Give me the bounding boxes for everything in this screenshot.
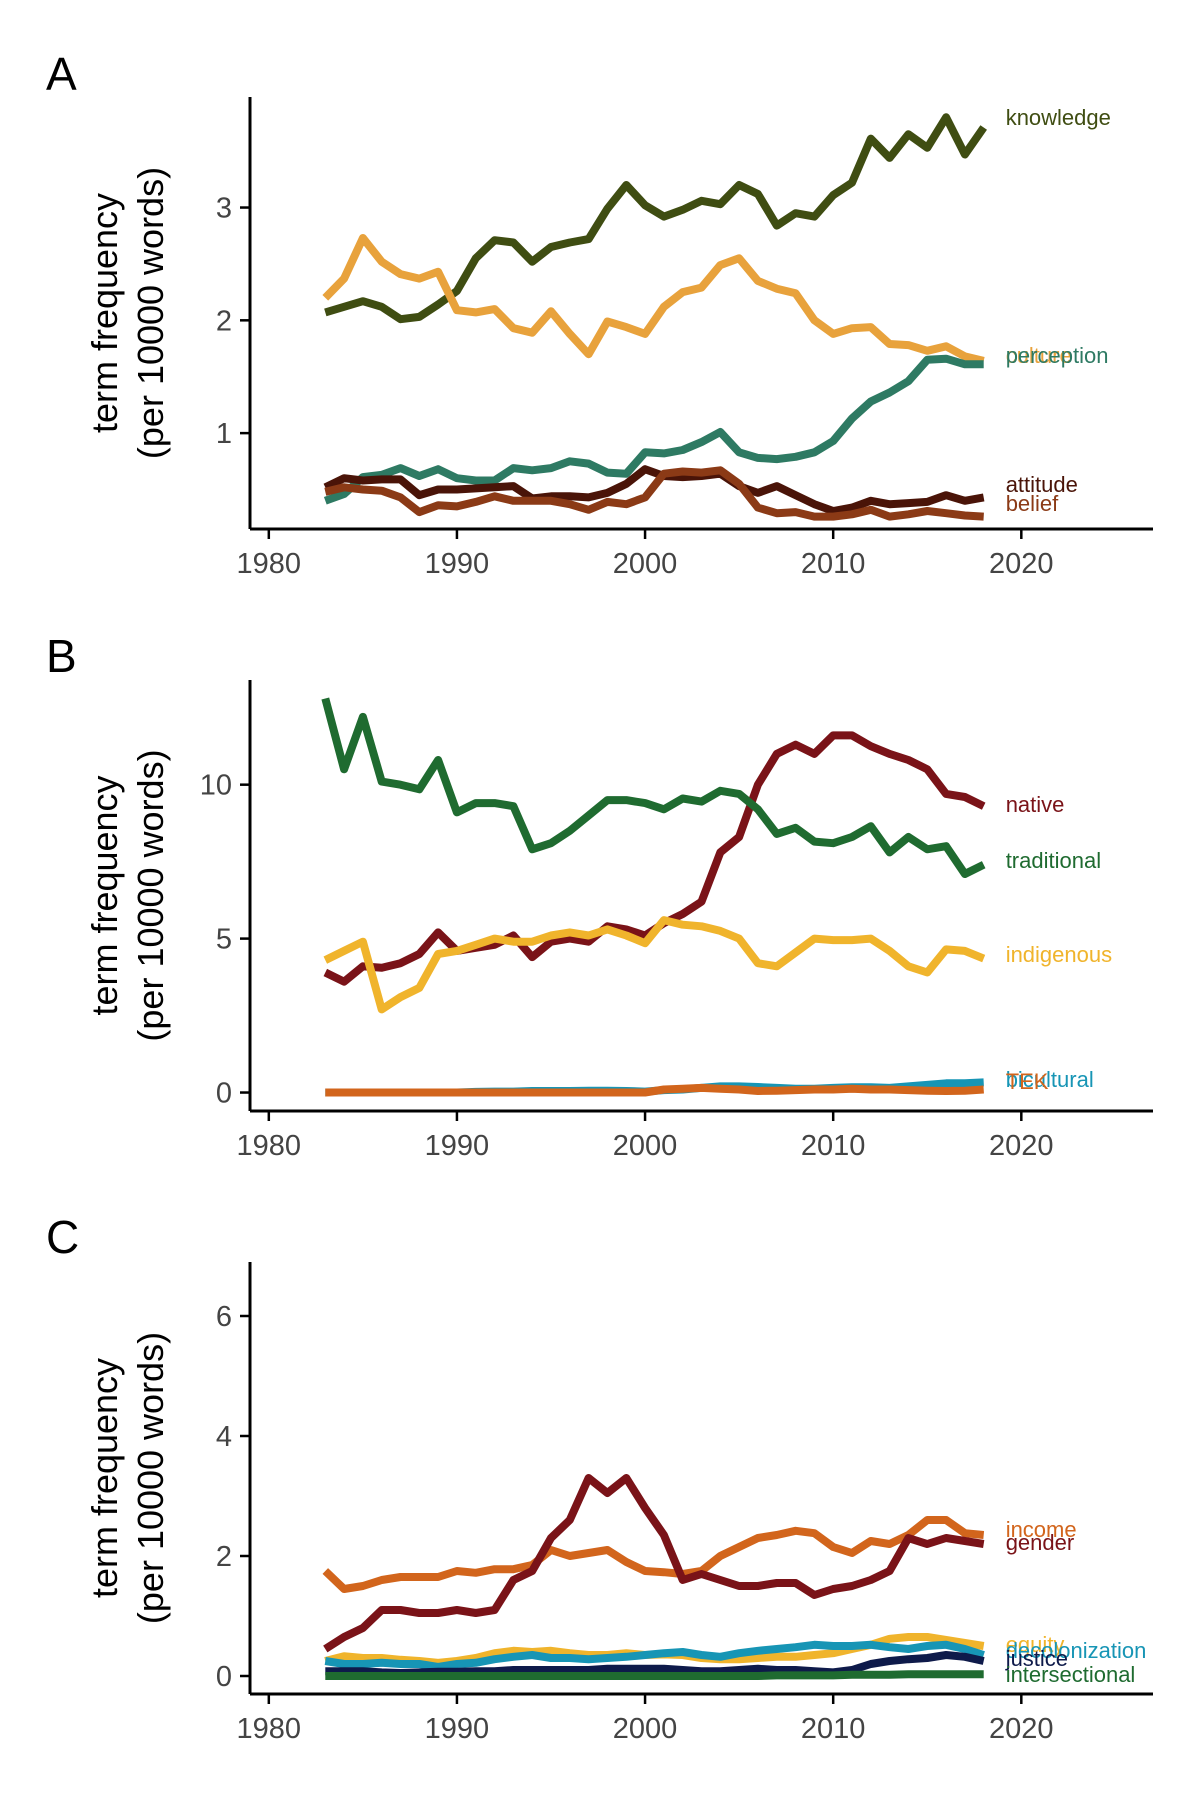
x-tick-label: 1990: [425, 1130, 490, 1162]
series-line-indigenous: [323, 916, 986, 1014]
series-label-bicultural: bicultural: [1006, 1067, 1094, 1092]
series-label-gender: gender: [1006, 1530, 1075, 1555]
y-tick-label: 4: [216, 1421, 232, 1453]
series-line-tek: [325, 1083, 984, 1097]
series-label-native: native: [1006, 792, 1065, 817]
series-label-indigenous: indigenous: [1006, 942, 1112, 967]
x-tick-label: 1980: [237, 548, 302, 580]
series-line-knowledge: [324, 113, 987, 324]
series-label-culture: culture: [1006, 343, 1072, 368]
series-label-decolonization: decolonization: [1006, 1638, 1147, 1663]
y-tick-label: 2: [216, 305, 232, 337]
series-label-justice: justice: [1005, 1646, 1068, 1671]
x-tick-label: 2020: [989, 548, 1054, 580]
panel-label: A: [46, 48, 77, 100]
panel-label: B: [46, 630, 77, 682]
x-tick-label: 2020: [989, 1130, 1054, 1162]
y-axis-title: term frequency (per 10000 words): [84, 167, 171, 459]
series-label-intersectional: intersectional: [1006, 1662, 1136, 1687]
y-tick-label: 5: [216, 924, 232, 956]
x-tick-label: 2000: [613, 548, 678, 580]
panel-label: C: [46, 1211, 79, 1263]
x-tick-label: 1990: [425, 548, 490, 580]
series-line-attitude: [323, 465, 985, 515]
series-label-equity: equity: [1006, 1632, 1065, 1657]
y-tick-label: 0: [216, 1078, 232, 1110]
series-line-decolonization: [324, 1640, 985, 1671]
y-tick-label: 2: [216, 1541, 232, 1573]
series-line-belief: [324, 466, 984, 521]
y-tick-label: 1: [216, 418, 232, 450]
x-tick-label: 2010: [801, 1130, 866, 1162]
y-axis-title: term frequency (per 10000 words): [84, 749, 171, 1041]
x-tick-label: 1980: [237, 1713, 302, 1745]
series-line-traditional: [321, 697, 986, 878]
series-line-intersectional: [325, 1670, 984, 1680]
series-line-income: [322, 1516, 985, 1593]
series-line-perception: [323, 354, 984, 505]
x-tick-label: 1990: [425, 1713, 490, 1745]
series-label-belief: belief: [1006, 491, 1059, 516]
x-tick-label: 2010: [801, 548, 866, 580]
x-tick-label: 2000: [613, 1713, 678, 1745]
x-tick-label: 2020: [989, 1713, 1054, 1745]
x-tick-label: 1980: [237, 1130, 302, 1162]
x-tick-label: 2000: [613, 1130, 678, 1162]
y-tick-label: 3: [216, 193, 232, 225]
series-line-justice: [325, 1651, 985, 1677]
series-label-attitude: attitude: [1006, 472, 1078, 497]
series-line-culture: [322, 234, 985, 365]
series-label-perception: perception: [1006, 343, 1109, 368]
x-tick-label: 2010: [801, 1713, 866, 1745]
y-tick-label: 10: [200, 770, 232, 802]
series-label-traditional: traditional: [1006, 848, 1101, 873]
y-tick-label: 6: [216, 1301, 232, 1333]
series-label-income: income: [1006, 1517, 1077, 1542]
series-label-tek: TEK: [1006, 1069, 1049, 1094]
y-tick-label: 0: [216, 1661, 232, 1693]
y-axis-title: term frequency (per 10000 words): [84, 1332, 171, 1624]
series-label-knowledge: knowledge: [1006, 105, 1111, 130]
series-line-gender: [323, 1474, 985, 1653]
